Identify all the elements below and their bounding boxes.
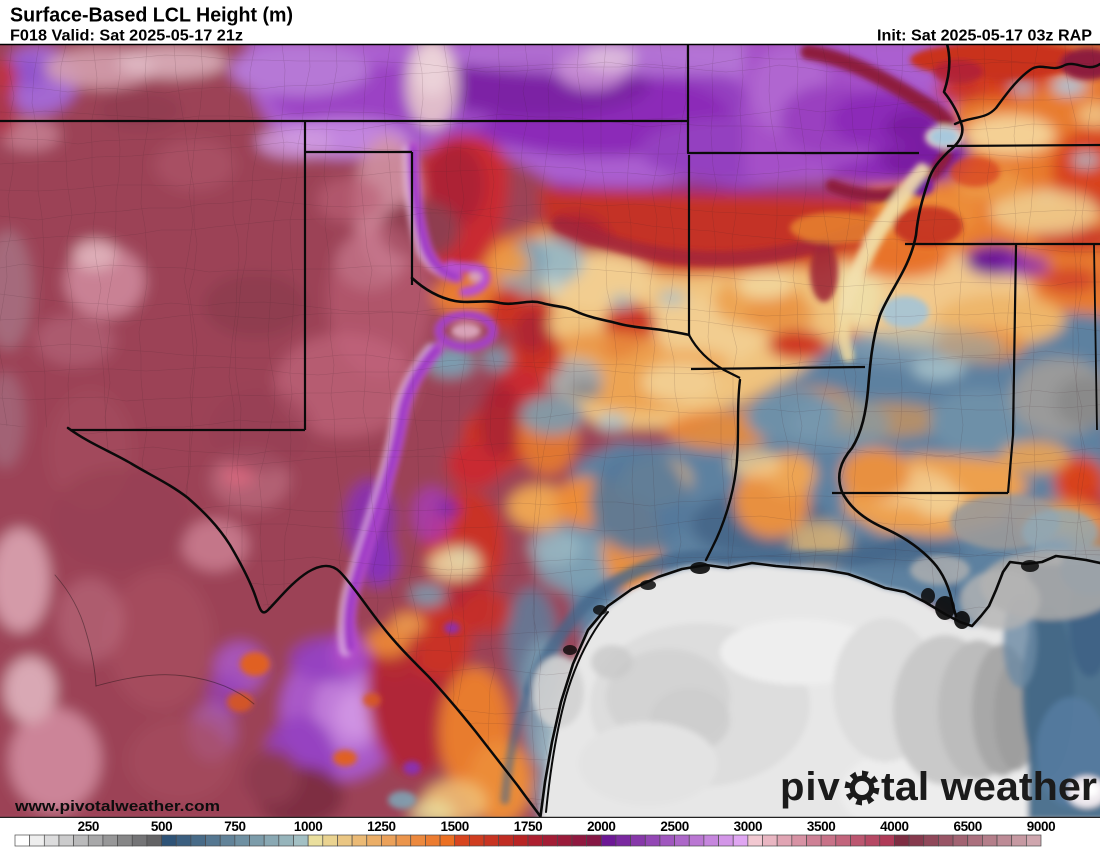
svg-text:3500: 3500 — [807, 819, 835, 834]
svg-text:6500: 6500 — [953, 819, 981, 834]
svg-text:9000: 9000 — [1027, 819, 1055, 834]
svg-text:Surface-Based LCL Height (m): Surface-Based LCL Height (m) — [10, 4, 293, 27]
svg-text:1250: 1250 — [367, 819, 395, 834]
svg-text:2500: 2500 — [660, 819, 688, 834]
svg-text:Init: Sat 2025-05-17 03z RAP: Init: Sat 2025-05-17 03z RAP — [877, 28, 1092, 45]
svg-text:4000: 4000 — [880, 819, 908, 834]
svg-text:1000: 1000 — [294, 819, 322, 834]
svg-text:750: 750 — [224, 819, 245, 834]
svg-text:www.pivotalweather.com: www.pivotalweather.com — [14, 798, 220, 815]
svg-text:2000: 2000 — [587, 819, 615, 834]
svg-text:tal weather: tal weather — [881, 765, 1097, 809]
svg-text:piv: piv — [780, 765, 841, 809]
svg-text:F018 Valid: Sat 2025-05-17 21z: F018 Valid: Sat 2025-05-17 21z — [10, 28, 243, 45]
svg-text:500: 500 — [151, 819, 172, 834]
svg-text:1500: 1500 — [440, 819, 468, 834]
svg-text:250: 250 — [78, 819, 99, 834]
svg-text:3000: 3000 — [734, 819, 762, 834]
svg-text:1750: 1750 — [514, 819, 542, 834]
